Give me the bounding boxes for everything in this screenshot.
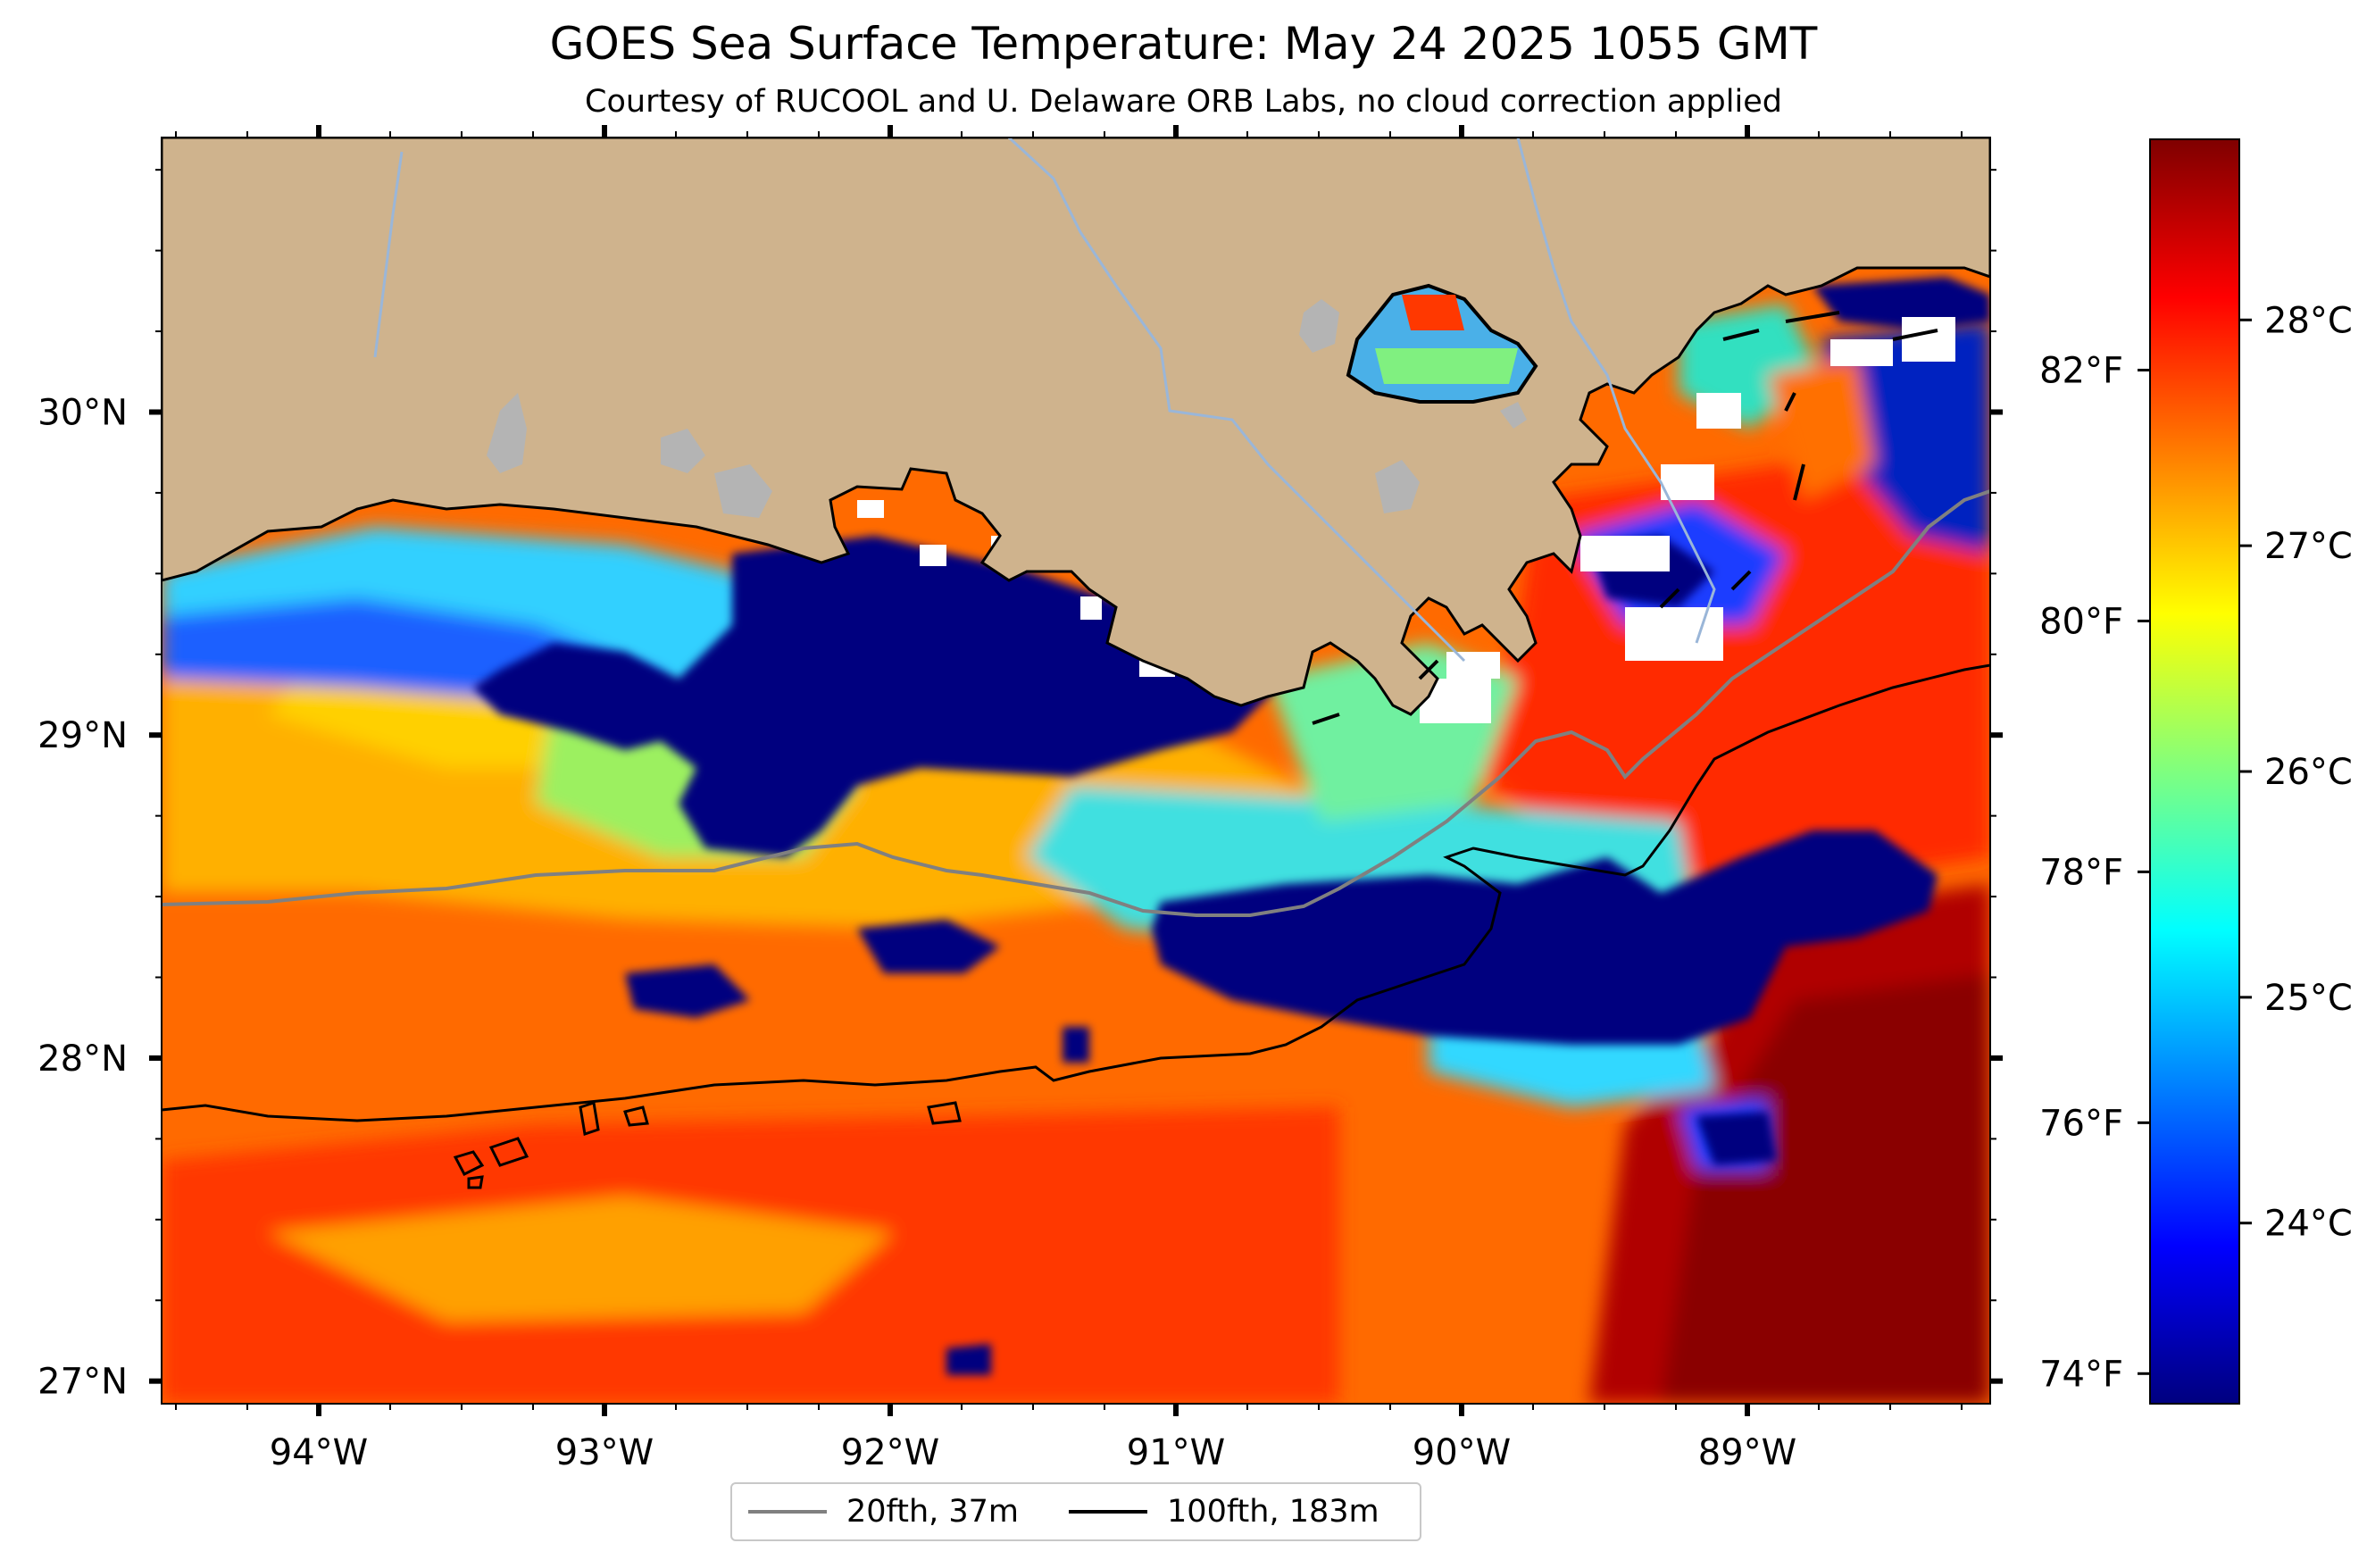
celsius-tick-label: 28°C (2264, 300, 2353, 341)
celsius-tick-label: 27°C (2264, 526, 2353, 567)
minor-ticks (155, 131, 1996, 1410)
legend-swatch-100fth (1069, 1510, 1148, 1514)
legend-item-100fth: 100fth, 183m (1069, 1494, 1379, 1530)
legend-label-20fth: 20fth, 37m (846, 1494, 1020, 1530)
lon-tick-label: 90°W (1413, 1432, 1511, 1473)
legend-swatch-20fth (748, 1510, 827, 1514)
lake-pontchartrain-green (1375, 348, 1518, 384)
isobath-100fth-line (162, 663, 1990, 1122)
colorbar-fahrenheit-ticks: 74°F 76°F 78°F 80°F 82°F (2039, 350, 2150, 1395)
longitude-ticks: 94°W 93°W 92°W 91°W 90°W 89°W (270, 125, 1796, 1473)
lon-tick-label: 94°W (270, 1432, 368, 1473)
fahrenheit-tick-label: 78°F (2039, 852, 2123, 893)
fahrenheit-tick-label: 80°F (2039, 601, 2123, 642)
isobath-legend: 20fth, 37m 100fth, 183m (730, 1482, 1421, 1541)
map-subtitle: Courtesy of RUCOOL and U. Delaware ORB L… (585, 84, 1782, 120)
latitude-ticks: 30°N 29°N 28°N 27°N (38, 392, 2003, 1403)
fahrenheit-tick-label: 74°F (2039, 1354, 2123, 1395)
map-title: GOES Sea Surface Temperature: May 24 202… (549, 18, 1818, 70)
map-panel (162, 138, 1990, 1404)
colorbar-celsius-ticks: 24°C 25°C 26°C 27°C 28°C (2239, 300, 2353, 1245)
lat-tick-label: 30°N (38, 392, 128, 433)
fahrenheit-tick-label: 76°F (2039, 1103, 2123, 1144)
rivers (373, 138, 1716, 663)
lat-tick-label: 27°N (38, 1362, 128, 1403)
lake-pontchartrain-warm (1402, 295, 1464, 330)
isobath-20fth-line (162, 489, 1990, 917)
fahrenheit-tick-label: 82°F (2039, 350, 2123, 391)
legend-item-20fth: 20fth, 37m (748, 1494, 1019, 1530)
lon-tick-label: 92°W (841, 1432, 939, 1473)
bank-contours (453, 1101, 962, 1189)
map-frame (161, 137, 1991, 1405)
celsius-tick-label: 25°C (2264, 978, 2353, 1019)
celsius-tick-label: 24°C (2264, 1204, 2353, 1245)
lat-tick-label: 29°N (38, 715, 128, 756)
lon-tick-label: 91°W (1127, 1432, 1225, 1473)
legend-label-100fth: 100fth, 183m (1167, 1494, 1379, 1530)
lon-tick-label: 93°W (555, 1432, 654, 1473)
celsius-tick-label: 26°C (2264, 752, 2353, 793)
lon-tick-label: 89°W (1698, 1432, 1796, 1473)
land-mass (162, 138, 1990, 716)
colorbar-fill (2150, 139, 2239, 1404)
lat-tick-label: 28°N (38, 1038, 128, 1080)
inland-lakes (487, 299, 1527, 518)
delta-shelf-segments (1312, 311, 1938, 725)
